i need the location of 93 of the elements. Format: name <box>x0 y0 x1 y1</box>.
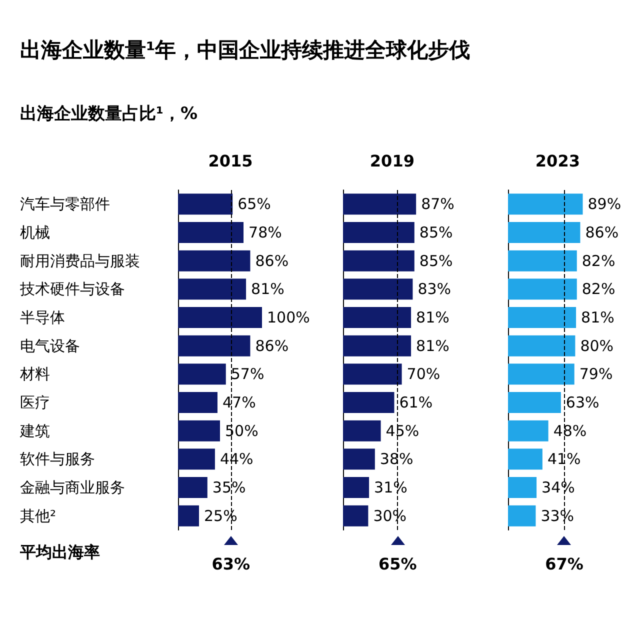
data-label: 25% <box>204 506 238 525</box>
ref-line-label: 67% <box>545 554 584 574</box>
bar <box>178 364 226 385</box>
y-tick-label: 技术硬件与设备 <box>19 280 125 298</box>
y-tick-label: 汽车与零部件 <box>20 195 110 214</box>
data-label: 48% <box>553 422 587 440</box>
bar <box>343 250 414 272</box>
bar <box>508 307 576 328</box>
y-tick-label: 电气设备 <box>20 336 80 355</box>
bar <box>178 392 218 413</box>
bar <box>343 477 370 498</box>
data-label: 70% <box>406 365 440 384</box>
chart-title: 2019 <box>370 152 414 170</box>
y-tick-label: 材料 <box>19 365 50 384</box>
bar <box>508 420 548 442</box>
data-label: 31% <box>374 478 408 496</box>
bar <box>343 448 375 470</box>
bar <box>178 278 246 300</box>
bar <box>508 505 536 526</box>
data-label: 89% <box>588 195 622 214</box>
data-label: 85% <box>419 224 453 242</box>
data-label: 82% <box>582 252 616 270</box>
chart-title: 2015 <box>208 152 253 170</box>
bar <box>178 250 250 272</box>
bar <box>178 194 233 215</box>
bar <box>178 477 208 498</box>
bar <box>508 392 561 413</box>
data-label: 63% <box>566 394 600 412</box>
bar <box>508 335 576 356</box>
bar <box>508 364 574 385</box>
bar <box>178 448 215 470</box>
data-label: 45% <box>386 422 420 440</box>
y-tick-label: 机械 <box>20 224 50 242</box>
bar <box>508 222 580 243</box>
y-tick-label: 医疗 <box>20 394 50 412</box>
data-label: 85% <box>419 252 453 270</box>
bar <box>343 420 381 442</box>
bar <box>508 278 577 300</box>
bar <box>178 307 262 328</box>
data-label: 47% <box>222 394 256 412</box>
bar <box>508 250 577 272</box>
data-label: 30% <box>373 506 407 525</box>
bar <box>343 307 412 328</box>
data-label: 34% <box>542 478 575 496</box>
data-label: 100% <box>267 308 310 326</box>
y-tick-label: 耐用消费品与服装 <box>20 252 140 270</box>
y-tick-label: 半导体 <box>20 308 65 326</box>
data-label: 79% <box>579 365 613 384</box>
data-label: 44% <box>220 450 254 468</box>
data-label: 78% <box>248 224 282 242</box>
data-label: 35% <box>212 478 246 496</box>
data-label: 38% <box>380 450 414 468</box>
data-label: 81% <box>416 308 450 326</box>
data-label: 82% <box>582 280 616 298</box>
bar <box>343 505 368 526</box>
data-label: 33% <box>540 506 574 525</box>
y-tick-label: 金融与商业服务 <box>20 478 125 496</box>
data-label: 50% <box>225 422 258 440</box>
bar <box>343 335 412 356</box>
bar <box>178 222 244 243</box>
data-label: 86% <box>255 336 289 355</box>
data-label: 81% <box>416 336 450 355</box>
bar <box>178 335 250 356</box>
bar <box>343 278 413 300</box>
data-label: 86% <box>585 224 619 242</box>
data-label: 81% <box>581 308 614 326</box>
y-tick-label: 软件与服务 <box>20 450 95 468</box>
text: 出海企业数量¹年，中国企业持续推进全球化步伐 <box>20 37 470 64</box>
text: 平均出海率 <box>19 542 100 562</box>
bar <box>508 194 583 215</box>
data-label: 57% <box>230 365 264 384</box>
data-label: 81% <box>251 280 284 298</box>
bar <box>508 477 537 498</box>
y-tick-label: 其他² <box>20 506 56 525</box>
text: 出海企业数量占比¹，% <box>20 103 198 125</box>
bar <box>343 392 394 413</box>
data-label: 87% <box>421 195 454 214</box>
ref-line-label: 65% <box>378 554 417 574</box>
data-label: 86% <box>255 252 289 270</box>
bar <box>178 505 199 526</box>
chart-title: 2023 <box>535 152 580 170</box>
bar <box>343 364 402 385</box>
bar <box>343 222 414 243</box>
data-label: 61% <box>399 394 433 412</box>
data-label: 80% <box>580 336 614 355</box>
data-label: 83% <box>418 280 452 298</box>
data-label: 65% <box>238 195 271 214</box>
bar <box>508 448 542 470</box>
y-tick-label: 建筑 <box>19 422 50 440</box>
bar <box>343 194 416 215</box>
ref-line-label: 63% <box>212 554 250 574</box>
bar <box>178 420 220 442</box>
data-label: 41% <box>547 450 581 468</box>
